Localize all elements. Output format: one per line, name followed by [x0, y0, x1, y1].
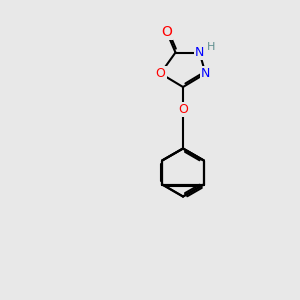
Text: H: H — [207, 42, 215, 52]
Text: O: O — [156, 67, 165, 80]
Text: O: O — [178, 103, 188, 116]
Text: O: O — [161, 25, 172, 38]
Text: N: N — [195, 46, 204, 59]
Text: N: N — [201, 67, 210, 80]
